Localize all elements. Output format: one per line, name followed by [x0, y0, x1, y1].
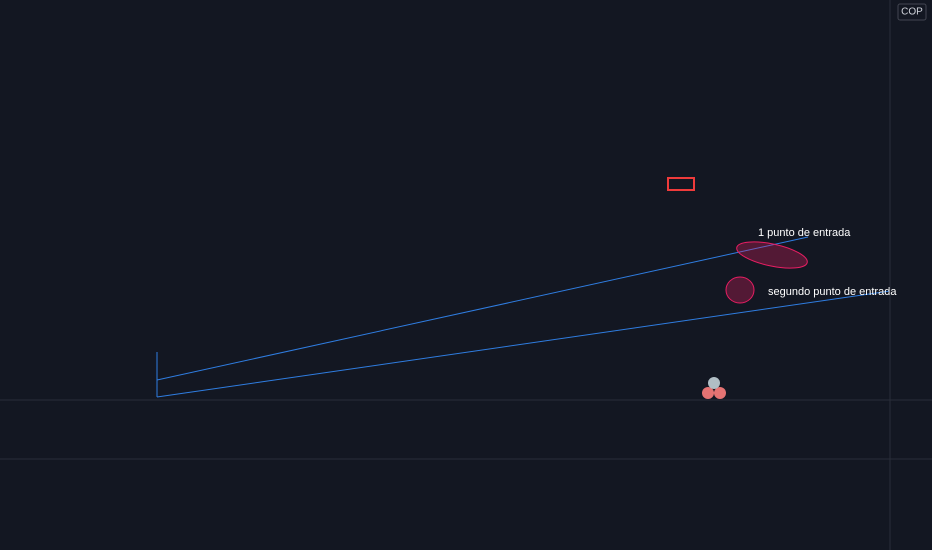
trend-line [156, 290, 891, 398]
marker [667, 177, 695, 191]
currency-box[interactable] [897, 3, 927, 21]
entry-note: 1 punto de entrada [758, 227, 851, 239]
entry-zone [736, 241, 808, 269]
currency: COP [901, 7, 923, 18]
event-icon[interactable] [708, 377, 720, 389]
trend-line [156, 236, 809, 381]
event-icon[interactable] [714, 387, 726, 399]
entry-zone [725, 276, 755, 304]
event-icon[interactable] [702, 387, 714, 399]
entry-note: segundo punto de entrada [768, 286, 897, 298]
